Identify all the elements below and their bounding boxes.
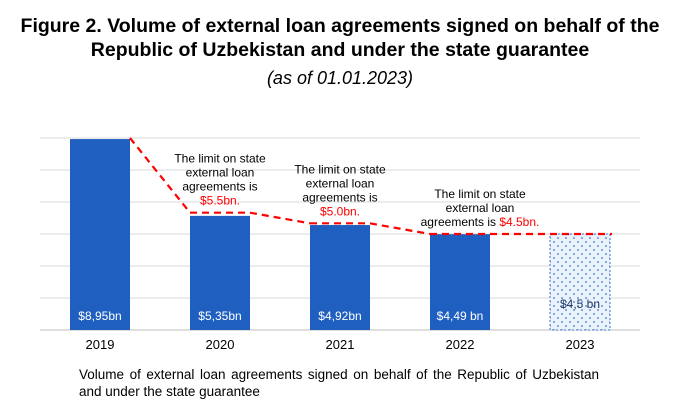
x-tick-label: 2020 (206, 337, 235, 352)
x-tick-label: 2023 (566, 337, 595, 352)
bar-value-label: $4,49 bn (437, 309, 484, 323)
bar-value-label: $8,95bn (78, 309, 121, 323)
limit-annotation: The limit on state external loan agreement… (294, 162, 386, 218)
annotation-line: agreements is (421, 215, 500, 229)
chart-title-line-1: Figure 2. Volume of external loan agreem… (20, 15, 660, 37)
bar (70, 139, 130, 330)
chart-footnote: Volume of external loan agreements signe… (79, 367, 599, 399)
chart-title-line-2: Republic of Uzbekistan and under the sta… (90, 39, 590, 61)
annotation-line: external loan (446, 201, 515, 215)
annotation-line: $5.5bn. (200, 194, 240, 208)
bar (310, 225, 370, 330)
bar (190, 215, 250, 330)
annotation-line: agreements is $4.5bn. (421, 215, 540, 229)
annotation-line: agreements is (182, 180, 257, 194)
limit-annotation: The limit on state external loan agreement… (421, 187, 540, 229)
bar-value-label: $4,5 bn (560, 297, 600, 311)
bar (430, 234, 490, 330)
annotation-line: $5.0bn. (320, 204, 360, 218)
annotation-limit-value: $4.5bn. (499, 215, 539, 229)
limit-line-segment (369, 222, 431, 236)
x-tick-label: 2022 (446, 337, 475, 352)
bar-value-label: $5,35bn (198, 309, 241, 323)
annotation-line: external loan (306, 176, 375, 190)
chart-title: Figure 2. Volume of external loan agreem… (0, 14, 680, 62)
annotation-line: The limit on state (174, 152, 266, 166)
bar-value-label: $4,92bn (318, 309, 361, 323)
limit-line-segment (129, 137, 191, 214)
bar-projected (549, 233, 611, 331)
annotation-line: agreements is (302, 190, 377, 204)
limit-annotation: The limit on state external loan agreement… (174, 152, 266, 208)
annotation-line: The limit on state (294, 162, 386, 176)
x-tick-label: 2019 (86, 337, 115, 352)
chart-subtitle: (as of 01.01.2023) (266, 68, 414, 88)
annotation-limit-value: $5.5bn. (200, 194, 240, 208)
annotation-line: The limit on state (434, 187, 526, 201)
annotation-limit-value: $5.0bn. (320, 204, 360, 218)
limit-line-segment (249, 211, 311, 225)
x-tick-label: 2021 (326, 337, 355, 352)
annotation-line: external loan (186, 166, 255, 180)
